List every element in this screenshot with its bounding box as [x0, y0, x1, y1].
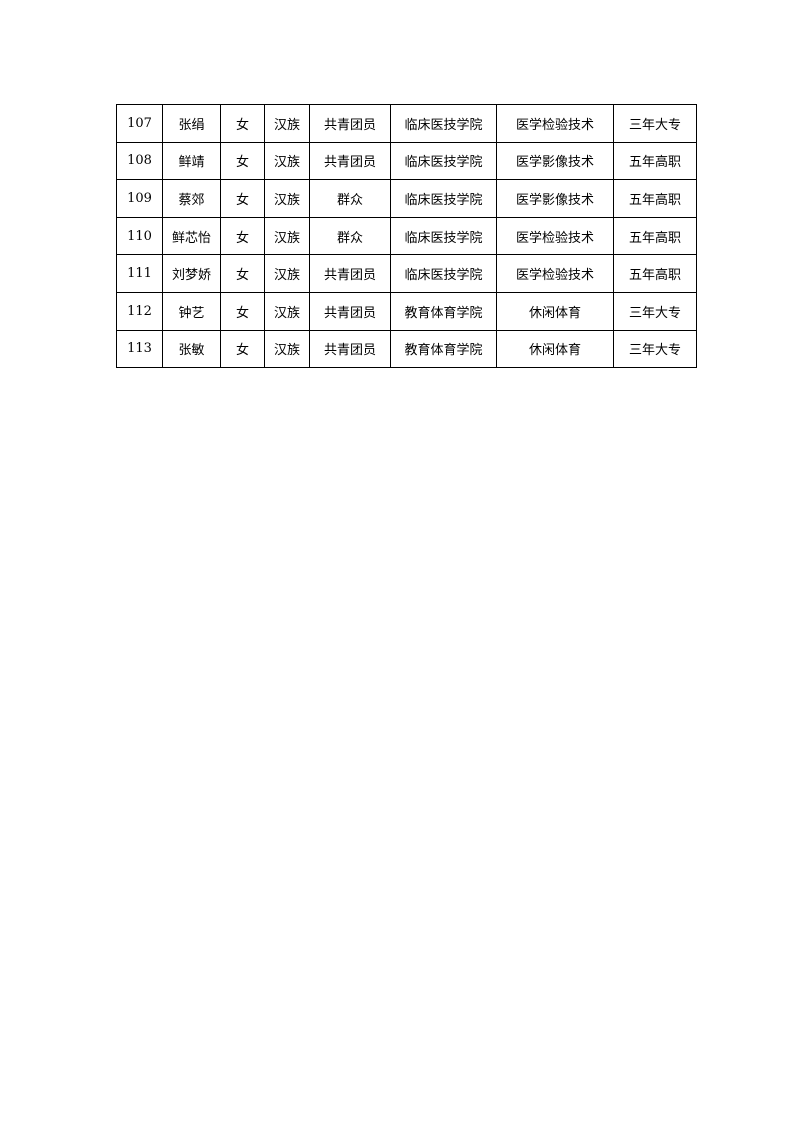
cell-ethnicity: 汉族	[264, 104, 310, 143]
cell-name: 张绢	[162, 104, 221, 143]
cell-political-status: 共青团员	[309, 329, 391, 369]
cell-id: 109	[116, 179, 163, 218]
cell-id: 110	[116, 216, 163, 256]
cell-program: 三年大专	[613, 329, 697, 369]
cell-id: 113	[116, 329, 163, 369]
table-row: 113 张敏女汉族 共青团员 教育体育学院 休闲体育 三年大专	[116, 329, 697, 369]
cell-gender: 女	[220, 179, 265, 218]
table-row: 112 钟艺女汉族 共青团员 教育体育学院 休闲体育 三年大专	[116, 291, 697, 331]
cell-id: 107	[116, 104, 163, 143]
cell-name: 刘梦娇	[162, 254, 221, 293]
cell-college: 临床医技学院	[390, 104, 497, 143]
cell-college: 教育体育学院	[390, 291, 497, 331]
cell-gender: 女	[220, 216, 265, 256]
cell-name: 鲜靖	[162, 141, 221, 181]
cell-major: 医学检验技术	[496, 216, 614, 256]
cell-major: 医学检验技术	[496, 104, 614, 143]
cell-ethnicity: 汉族	[264, 179, 310, 218]
cell-ethnicity: 汉族	[264, 329, 310, 369]
cell-program: 五年高职	[613, 216, 697, 256]
cell-name: 蔡郊	[162, 179, 221, 218]
cell-college: 临床医技学院	[390, 216, 497, 256]
cell-political-status: 群众	[309, 179, 391, 218]
cell-ethnicity: 汉族	[264, 216, 310, 256]
cell-gender: 女	[220, 254, 265, 293]
cell-ethnicity: 汉族	[264, 291, 310, 331]
cell-political-status: 共青团员	[309, 254, 391, 293]
cell-college: 教育体育学院	[390, 329, 497, 369]
table-row: 107 张绢女汉族 共青团员 临床医技学院 医学检验技术 三年大专	[116, 104, 697, 143]
cell-gender: 女	[220, 104, 265, 143]
student-table: 107 张绢女汉族 共青团员 临床医技学院 医学检验技术 三年大专 108 鲜靖女汉族 共青团员…	[116, 104, 697, 369]
cell-college: 临床医技学院	[390, 254, 497, 293]
cell-name: 钟艺	[162, 291, 221, 331]
table-row: 111 刘梦娇女汉族 共青团员 临床医技学院 医学检验技术 五年高职	[116, 254, 697, 293]
cell-ethnicity: 汉族	[264, 141, 310, 181]
cell-ethnicity: 汉族	[264, 254, 310, 293]
cell-program: 五年高职	[613, 254, 697, 293]
cell-gender: 女	[220, 291, 265, 331]
cell-major: 医学影像技术	[496, 141, 614, 181]
cell-id: 112	[116, 291, 163, 331]
cell-name: 鲜芯怡	[162, 216, 221, 256]
cell-name: 张敏	[162, 329, 221, 369]
cell-college: 临床医技学院	[390, 141, 497, 181]
cell-major: 医学影像技术	[496, 179, 614, 218]
cell-gender: 女	[220, 329, 265, 369]
cell-program: 五年高职	[613, 141, 697, 181]
cell-id: 108	[116, 141, 163, 181]
cell-political-status: 共青团员	[309, 291, 391, 331]
cell-program: 三年大专	[613, 291, 697, 331]
table-row: 110 鲜芯怡女汉族 群众 临床医技学院 医学检验技术 五年高职	[116, 216, 697, 256]
cell-gender: 女	[220, 141, 265, 181]
cell-major: 休闲体育	[496, 291, 614, 331]
table-row: 108 鲜靖女汉族 共青团员 临床医技学院 医学影像技术 五年高职	[116, 141, 697, 181]
cell-college: 临床医技学院	[390, 179, 497, 218]
cell-program: 五年高职	[613, 179, 697, 218]
cell-id: 111	[116, 254, 163, 293]
cell-political-status: 群众	[309, 216, 391, 256]
cell-political-status: 共青团员	[309, 104, 391, 143]
cell-major: 医学检验技术	[496, 254, 614, 293]
cell-political-status: 共青团员	[309, 141, 391, 181]
cell-program: 三年大专	[613, 104, 697, 143]
table-row: 109 蔡郊女汉族 群众 临床医技学院 医学影像技术 五年高职	[116, 179, 697, 218]
cell-major: 休闲体育	[496, 329, 614, 369]
